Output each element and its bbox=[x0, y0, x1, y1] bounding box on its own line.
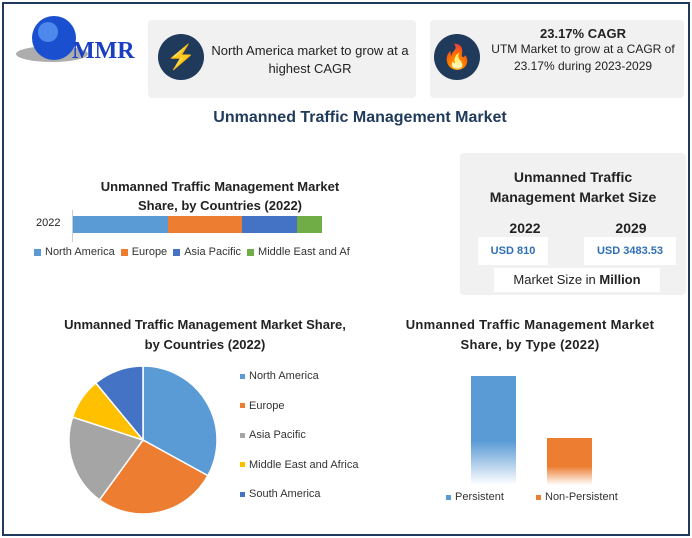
legend-label: Middle East and Africa bbox=[249, 458, 359, 471]
highlight-text: UTM Market to grow at a CAGR of 23.17% d… bbox=[491, 42, 675, 73]
legend-label: North America bbox=[45, 246, 115, 258]
legend-swatch bbox=[240, 462, 245, 467]
highlight-card-2: 🔥 23.17% CAGR UTM Market to grow at a CA… bbox=[430, 20, 684, 98]
bar-category-label: 2022 bbox=[36, 217, 61, 229]
legend-label: Asia Pacific bbox=[184, 246, 242, 258]
year-2029: 2029 bbox=[615, 220, 647, 236]
unit-prefix: Market Size in bbox=[513, 272, 600, 287]
legend-item: North America bbox=[34, 245, 115, 259]
legend-label: Asia Pacific bbox=[249, 429, 306, 441]
pie-chart-title: Unmanned Traffic Management Market Share… bbox=[64, 317, 346, 352]
legend-item: Asia Pacific bbox=[240, 429, 306, 441]
globe-logo-icon bbox=[16, 16, 88, 62]
value-2022: USD 810 bbox=[478, 237, 548, 265]
pie-slice-south-america bbox=[94, 365, 144, 443]
unit: Million bbox=[599, 272, 641, 287]
legend-swatch bbox=[240, 491, 245, 497]
pie-slice-north-america bbox=[142, 365, 218, 477]
bar-segment-middle-east-and-afri bbox=[297, 216, 322, 233]
bar-segment-europe bbox=[167, 216, 243, 233]
highlight-card-1: ⚡ North America market to grow at a high… bbox=[148, 20, 416, 98]
legend-swatch bbox=[240, 373, 245, 379]
legend-swatch bbox=[34, 248, 41, 256]
stacked-legend: North America Europe Asia Pacific Middle Ea… bbox=[34, 245, 350, 259]
cagr-title: 23.17% CAGR bbox=[540, 26, 626, 41]
bar-segment-north-america bbox=[73, 216, 168, 233]
legend-item: North America bbox=[240, 370, 319, 382]
year-2022: 2022 bbox=[509, 220, 541, 236]
legend-item: Europe bbox=[240, 400, 284, 412]
pie-chart bbox=[68, 365, 218, 515]
bar-segment-asia-pacific bbox=[242, 216, 298, 233]
market-size-card: Unmanned Traffic Management Market Size … bbox=[460, 153, 686, 295]
legend-item: Non-Persistent bbox=[536, 491, 618, 503]
flame-icon: 🔥 bbox=[434, 34, 480, 80]
legend-label: North America bbox=[249, 370, 319, 382]
legend-item: Asia Pacific bbox=[173, 245, 241, 259]
legend-label: Europe bbox=[249, 399, 285, 412]
logo-text: MMR bbox=[72, 38, 135, 64]
lightning-icon: ⚡ bbox=[158, 34, 204, 80]
page-title: Unmanned Traffic Management Market bbox=[213, 109, 507, 126]
legend-label: South America bbox=[249, 488, 321, 500]
legend-item: Middle East and Afri bbox=[247, 245, 350, 259]
legend-swatch bbox=[247, 248, 255, 256]
logo: MMR bbox=[14, 14, 144, 70]
legend-label: Non-Persistent bbox=[545, 491, 618, 503]
bar-non-persistent bbox=[547, 438, 592, 485]
type-chart-title: Unmanned Traffic Management Market Share… bbox=[405, 317, 655, 352]
pie-slice-europe bbox=[98, 439, 209, 515]
stacked-chart-title: Unmanned Traffic Management Market Share… bbox=[100, 179, 340, 213]
legend-label: Europe bbox=[131, 246, 168, 258]
pie-slice-asia-pacific bbox=[68, 416, 145, 501]
legend-swatch bbox=[240, 403, 245, 408]
stacked-bar bbox=[73, 216, 322, 233]
legend-swatch bbox=[120, 248, 128, 256]
legend-item: Middle East and Africa bbox=[240, 459, 358, 471]
legend-swatch bbox=[173, 248, 181, 256]
legend-swatch bbox=[240, 432, 245, 438]
legend-label: Middle East and Afri bbox=[258, 246, 350, 258]
legend-swatch bbox=[446, 494, 451, 500]
market-size-title: Unmanned Traffic Management Market Size bbox=[489, 169, 657, 205]
legend-item: Europe bbox=[120, 245, 168, 259]
legend-swatch bbox=[536, 494, 541, 500]
legend-item: South America bbox=[240, 488, 321, 500]
legend-item: Persistent bbox=[446, 491, 504, 503]
legend-label: Persistent bbox=[455, 491, 504, 503]
highlight-text: North America market to grow at a highes… bbox=[211, 43, 409, 76]
unit-label: Market Size in Million bbox=[494, 268, 660, 292]
axis-line bbox=[72, 210, 73, 242]
bar-persistent bbox=[471, 376, 516, 485]
value-2029: USD 3483.53 bbox=[584, 237, 676, 265]
